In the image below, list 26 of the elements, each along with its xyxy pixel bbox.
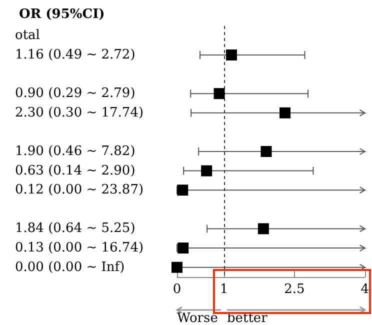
x-tick-label: 1 <box>220 282 228 297</box>
point <box>201 165 212 176</box>
point <box>280 107 291 118</box>
text: OR (95%CI) <box>19 7 105 22</box>
point <box>258 223 269 234</box>
y-tick-label: 0.63 (0.14 ~ 2.90) <box>15 163 136 178</box>
x-tick-label: 4 <box>360 282 370 297</box>
point <box>226 49 237 60</box>
y-tick-label: 1.84 (0.64 ~ 5.25) <box>15 221 136 236</box>
y-tick-label: 0.00 (0.00 ~ Inf) <box>15 260 125 275</box>
point <box>178 242 189 254</box>
y-tick-label: 0.12 (0.00 ~ 23.87) <box>15 182 144 198</box>
point <box>172 262 182 273</box>
y-tick-label: 0.13 (0.00 ~ 16.74) <box>15 240 144 256</box>
point <box>214 88 225 100</box>
y-tick-label: 1.90 (0.46 ~ 7.82) <box>15 144 136 159</box>
point <box>177 184 188 196</box>
text: better <box>226 311 268 325</box>
y-tick-label: 2.30 (0.30 ~ 17.74) <box>15 105 144 120</box>
y-tick-label: 0.90 (0.29 ~ 2.79) <box>15 86 136 102</box>
y-tick-label: otal <box>15 28 40 44</box>
x-tick-label: 0 <box>172 282 182 297</box>
point <box>260 146 272 157</box>
x-tick-label: 2.5 <box>284 282 305 297</box>
text: Worse <box>177 311 218 325</box>
y-tick-label: 1.16 (0.49 ~ 2.72) <box>15 47 136 62</box>
